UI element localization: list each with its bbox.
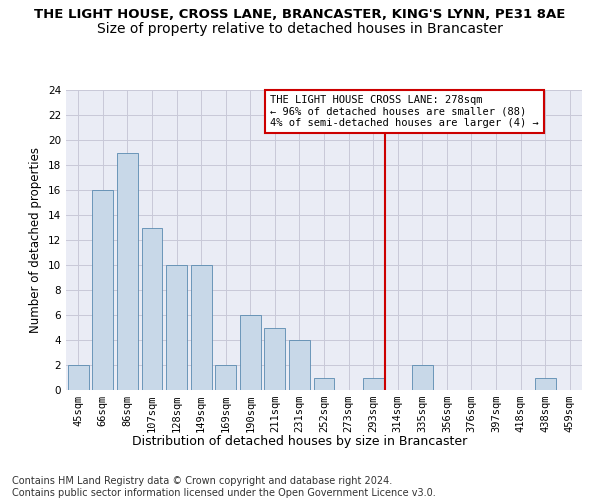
Text: Distribution of detached houses by size in Brancaster: Distribution of detached houses by size … [133, 435, 467, 448]
Bar [215, 365, 236, 390]
Bar [142, 228, 163, 390]
Text: Contains HM Land Registry data © Crown copyright and database right 2024.
Contai: Contains HM Land Registry data © Crown c… [12, 476, 436, 498]
Text: THE LIGHT HOUSE CROSS LANE: 278sqm
← 96% of detached houses are smaller (88)
4% : THE LIGHT HOUSE CROSS LANE: 278sqm ← 96%… [270, 95, 539, 128]
Text: THE LIGHT HOUSE, CROSS LANE, BRANCASTER, KING'S LYNN, PE31 8AE: THE LIGHT HOUSE, CROSS LANE, BRANCASTER,… [34, 8, 566, 20]
Bar [191, 265, 212, 390]
Bar [535, 378, 556, 390]
Bar [117, 152, 138, 390]
Bar [166, 265, 187, 390]
Bar [362, 378, 383, 390]
Bar [314, 378, 334, 390]
Bar [240, 315, 261, 390]
Y-axis label: Number of detached properties: Number of detached properties [29, 147, 43, 333]
Bar [265, 328, 286, 390]
Text: Size of property relative to detached houses in Brancaster: Size of property relative to detached ho… [97, 22, 503, 36]
Bar [289, 340, 310, 390]
Bar [68, 365, 89, 390]
Bar [412, 365, 433, 390]
Bar [92, 190, 113, 390]
